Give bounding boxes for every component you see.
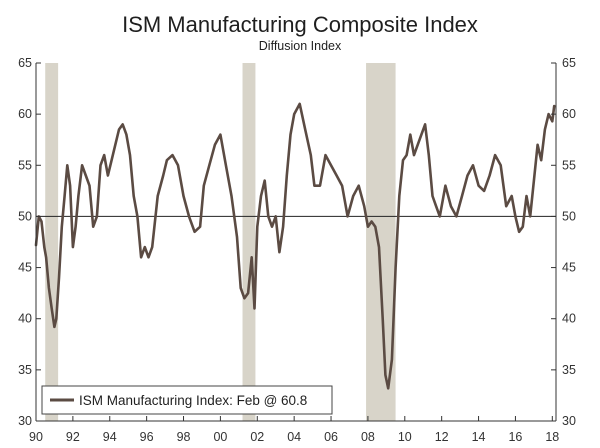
chart-subtitle: Diffusion Index <box>259 39 342 53</box>
y-tick-right-label-45: 45 <box>562 261 576 275</box>
y-tick-left-label-35: 35 <box>18 363 32 377</box>
x-tick-label-04: 04 <box>287 430 301 444</box>
x-tick-label-98: 98 <box>177 430 191 444</box>
legend-box <box>41 385 333 415</box>
y-tick-right-label-50: 50 <box>562 209 576 223</box>
y-tick-left-label-40: 40 <box>18 312 32 326</box>
y-tick-left-label-60: 60 <box>18 107 32 121</box>
series-line-group <box>34 102 556 390</box>
x-tick-label-14: 14 <box>472 430 486 444</box>
recession-band-1 <box>45 63 59 421</box>
x-axis-ticks: 90 92 94 96 98 00 02 04 06 08 10 12 14 16 18 <box>29 416 559 444</box>
y-tick-left-label-65: 65 <box>18 56 32 70</box>
x-tick-label-94: 94 <box>103 430 117 444</box>
legend-label: ISM Manufacturing Index: Feb @ 60.8 <box>79 393 307 408</box>
recession-band-2 <box>242 63 256 421</box>
y-tick-right-label-55: 55 <box>562 158 576 172</box>
y-tick-left-label-45: 45 <box>18 261 32 275</box>
y-tick-right-label-60: 60 <box>562 107 576 121</box>
x-tick-label-02: 02 <box>250 430 264 444</box>
y-tick-right-label-30: 30 <box>562 414 576 428</box>
y-tick-right-label-40: 40 <box>562 312 576 326</box>
x-tick-label-90: 90 <box>29 430 43 444</box>
y-axis-right-ticks: 30 35 40 45 50 55 60 65 <box>551 56 576 428</box>
x-tick-label-00: 00 <box>213 430 227 444</box>
chart-title: ISM Manufacturing Composite Index <box>122 12 478 37</box>
x-tick-label-92: 92 <box>66 430 80 444</box>
y-tick-left-label-30: 30 <box>18 414 32 428</box>
y-axis-left-ticks: 30 35 40 45 50 55 60 65 <box>18 56 41 428</box>
x-tick-label-12: 12 <box>435 430 449 444</box>
x-tick-label-06: 06 <box>324 430 338 444</box>
y-tick-left-label-55: 55 <box>18 158 32 172</box>
y-tick-left-label-50: 50 <box>18 209 32 223</box>
y-tick-right-label-65: 65 <box>562 56 576 70</box>
x-tick-label-18: 18 <box>545 430 559 444</box>
x-tick-label-10: 10 <box>398 430 412 444</box>
legend: ISM Manufacturing Index: Feb @ 60.8 <box>41 385 333 415</box>
series-line <box>34 102 556 390</box>
x-tick-label-08: 08 <box>361 430 375 444</box>
axes <box>35 63 557 422</box>
y-tick-right-label-35: 35 <box>562 363 576 377</box>
recession-bands <box>45 63 396 421</box>
x-tick-label-96: 96 <box>140 430 154 444</box>
x-tick-label-16: 16 <box>508 430 522 444</box>
